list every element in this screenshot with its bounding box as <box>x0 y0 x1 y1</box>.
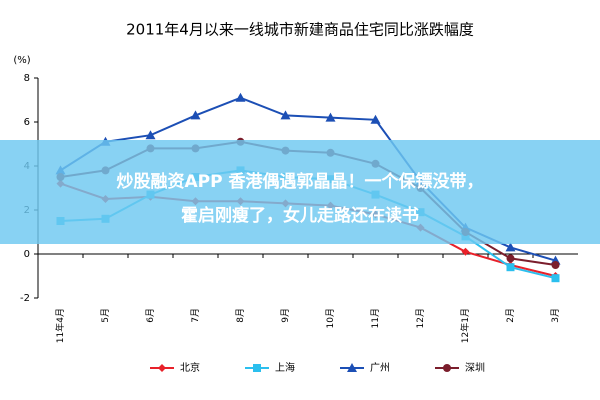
legend-label: 广州 <box>370 362 390 374</box>
data-point <box>235 92 246 102</box>
y-axis-label: (%) <box>13 55 30 66</box>
data-point <box>145 130 156 140</box>
x-tick-label: 2月 <box>505 308 516 323</box>
x-tick-label: 5月 <box>100 308 111 323</box>
y-tick-label: 8 <box>24 73 30 84</box>
legend-marker <box>253 364 261 372</box>
x-tick-label: 8月 <box>235 308 246 323</box>
x-tick-label: 3月 <box>550 308 561 323</box>
x-tick-label: 7月 <box>190 308 201 323</box>
data-point <box>325 112 336 122</box>
x-tick-label: 11年4月 <box>54 308 66 343</box>
data-point <box>370 114 381 124</box>
y-tick-label: -2 <box>20 293 30 304</box>
banner-text: 炒股融资APP 香港偶遇郭晶晶！一个保镖没带， <box>117 171 484 192</box>
legend-marker <box>158 364 166 372</box>
legend-marker <box>347 363 357 372</box>
y-tick-label: 0 <box>24 249 30 260</box>
legend-label: 北京 <box>180 361 200 374</box>
y-tick-label: 6 <box>24 117 30 128</box>
banner-background <box>0 140 600 244</box>
legend-marker <box>443 364 451 372</box>
data-point <box>461 247 470 256</box>
legend-label: 上海 <box>275 361 295 374</box>
legend-label: 深圳 <box>465 362 485 374</box>
x-tick-label: 9月 <box>280 308 291 323</box>
data-point <box>551 261 560 269</box>
banner-text: 霍启刚瘦了，女儿走路还在读书 <box>181 205 419 226</box>
x-tick-label: 6月 <box>145 308 156 323</box>
chart-title: 2011年4月以来一线城市新建商品住宅同比涨跌幅度 <box>126 21 474 39</box>
x-tick-label: 10月 <box>325 308 336 328</box>
data-point <box>280 110 291 120</box>
data-point <box>551 274 560 283</box>
data-point <box>506 263 515 272</box>
data-point <box>505 242 516 252</box>
x-tick-label: 12年1月 <box>459 308 471 343</box>
x-tick-label: 11月 <box>370 308 381 328</box>
data-point <box>506 254 515 263</box>
x-tick-label: 12月 <box>415 308 426 328</box>
data-point <box>190 110 201 120</box>
